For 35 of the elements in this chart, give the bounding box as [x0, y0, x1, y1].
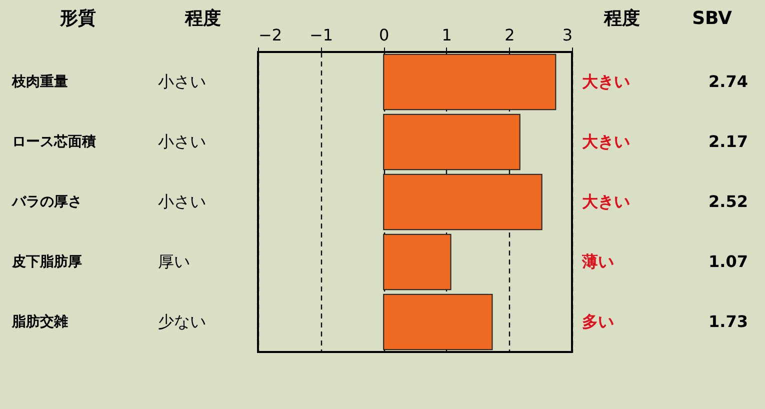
text: 大きい	[582, 192, 630, 211]
bar	[383, 294, 493, 350]
data-label: 1.73	[708, 312, 748, 331]
data-label: 2.74	[708, 72, 748, 91]
y-tick-label: バラの厚さ	[11, 194, 82, 210]
data-label: 2.52	[708, 192, 748, 211]
bar	[383, 234, 452, 290]
bar	[383, 174, 542, 230]
text: 薄い	[581, 252, 614, 271]
bar	[383, 114, 520, 170]
text: 程度	[603, 8, 640, 29]
text: 小さい	[158, 192, 206, 211]
x2-tick-label: 1	[442, 26, 452, 44]
text: 多い	[582, 312, 614, 331]
text: 小さい	[158, 72, 206, 91]
text: 厚い	[158, 252, 190, 271]
y-tick-label: 枝肉重量	[11, 74, 68, 90]
y-axis-title: 形質	[59, 8, 96, 29]
x2-tick-label: 3	[562, 26, 572, 44]
x2-tick-label: −1	[310, 26, 334, 44]
y-tick-label: ロース芯面積	[12, 134, 96, 150]
x2-tick-label: 0	[379, 26, 390, 44]
y-tick-label: 皮下脂肪厚	[11, 253, 82, 270]
x2-tick-label: 2	[504, 26, 515, 44]
data-label: 2.17	[708, 132, 748, 151]
y-tick-label: 脂肪交雑	[11, 313, 68, 330]
x2-tick-label: −2	[258, 26, 282, 44]
text: 大きい	[582, 72, 630, 91]
data-label: 1.07	[708, 252, 748, 271]
text: 程度	[184, 8, 221, 29]
text: 小さい	[158, 132, 206, 151]
bar	[383, 54, 556, 110]
text: 大きい	[582, 132, 630, 151]
text: 少ない	[158, 312, 206, 331]
text: SBV	[692, 8, 732, 29]
